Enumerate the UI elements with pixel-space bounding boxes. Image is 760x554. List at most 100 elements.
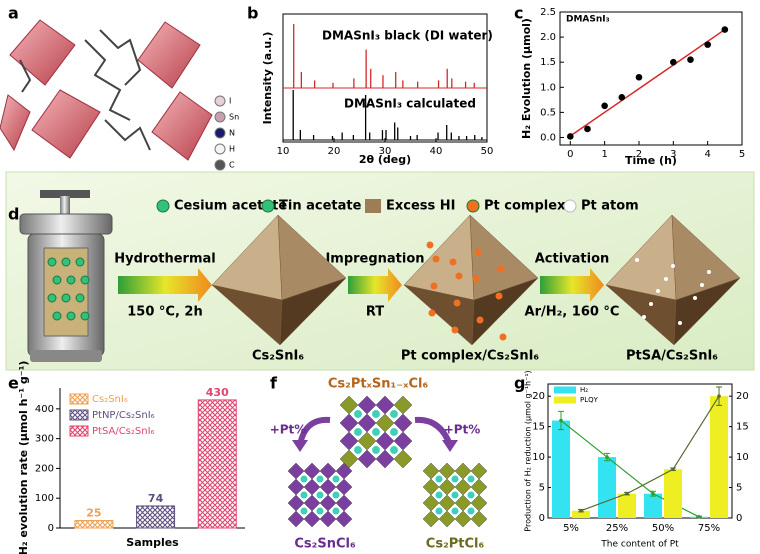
y-tick-label: 2.0 (540, 32, 556, 43)
octahedron (151, 91, 213, 161)
lattice-cs (316, 491, 324, 499)
y-tick-label: 200 (35, 463, 54, 474)
y-axis-label: H₂ evolution rate (μmol h⁻¹ g⁻¹) (17, 361, 30, 554)
legend-swatch (69, 393, 89, 405)
legend-text: PtSA/Cs₂SnI₆ (92, 426, 155, 437)
pt-complex-dot (449, 258, 457, 266)
y-tick-label: 20 (532, 391, 545, 402)
pt-complex-dot (451, 326, 459, 334)
legend-text: Pt atom (581, 199, 639, 214)
y-tick-label: 2.5 (540, 7, 556, 18)
lattice-cs (354, 410, 362, 418)
panel-a-structure (0, 19, 213, 161)
value-label: 74 (148, 492, 164, 505)
crystal-label: Cs₂SnCl₆ (294, 537, 356, 552)
trend-line (580, 395, 720, 512)
y2-tick-label: 20 (736, 391, 749, 402)
legend-text: PtNP/Cs₂SnI₆ (92, 410, 155, 421)
octahedron (0, 94, 31, 152)
lattice-cs (467, 491, 475, 499)
y-tick-label: 300 (35, 434, 54, 445)
lattice-cs (372, 410, 380, 418)
trend-marker (697, 514, 701, 519)
lattice-cs (372, 446, 380, 454)
crystal-label: Cs₂PtₓSn₁₋ₓCl₆ (328, 377, 429, 392)
crystal-label: Cs₂PtCl₆ (426, 537, 485, 552)
crystal-face (279, 277, 347, 346)
y-tick-label: 1.0 (540, 82, 556, 93)
y-tick-label: 1.5 (540, 57, 556, 68)
particle (47, 257, 57, 267)
trend-marker (671, 467, 675, 472)
pt-complex-dot (426, 241, 434, 249)
panel-letter: g (514, 374, 525, 393)
process-arrow (348, 268, 402, 302)
bar (136, 505, 176, 529)
bar (197, 399, 237, 529)
fit-line (569, 28, 726, 137)
data-point (687, 56, 694, 63)
y-axis-label: H₂ Evolution (μmol) (520, 18, 533, 139)
x-axis-label: Time (h) (625, 154, 677, 167)
particle (52, 275, 62, 285)
pt-complex-dot (432, 255, 440, 263)
particle (61, 293, 71, 303)
pt-atom-dot (671, 264, 675, 268)
lattice-octahedron (287, 510, 305, 528)
data-point (721, 26, 729, 33)
lattice-cs (390, 428, 398, 436)
particle (61, 257, 71, 267)
bar (644, 493, 662, 518)
crystal-face (673, 277, 741, 346)
pt-complex-dot (495, 292, 503, 300)
lattice-cs (354, 446, 362, 454)
particle (47, 293, 57, 303)
panel-letter: e (8, 374, 19, 393)
lattice-octahedron (422, 510, 440, 528)
y-tick-label: 400 (35, 404, 54, 415)
data-point (601, 102, 608, 110)
chart-title: DMASnI₃ (566, 15, 610, 25)
lattice-cs (467, 507, 475, 515)
bar (552, 420, 570, 518)
pt-atom-dot (693, 296, 697, 300)
octahedron (31, 89, 101, 159)
pt-complex-dot (474, 248, 482, 256)
y-axis-label: Production of H₂ reduction (μmol g⁻¹h⁻¹) (524, 370, 533, 531)
atom-label: I (229, 97, 231, 106)
pt-atom-dot (642, 315, 646, 319)
lattice-cs (390, 410, 398, 418)
x-tick-label: 50% (652, 523, 674, 534)
arrow-label: +Pt% (444, 423, 481, 437)
process-arrow (118, 268, 212, 302)
lattice-cs (435, 491, 443, 499)
lattice-cs (451, 491, 459, 499)
bar (710, 396, 728, 518)
step-condition: Ar/H₂, 160 °C (525, 305, 620, 320)
atom-key (214, 111, 226, 123)
data-point (670, 58, 677, 66)
data-point (635, 73, 643, 81)
process-arrow (540, 268, 604, 302)
atom-key (214, 143, 226, 155)
pt-atom-dot (707, 270, 711, 274)
bar (618, 493, 636, 518)
x-tick-label: 50 (481, 146, 494, 157)
bar (74, 520, 114, 529)
trend-marker (717, 394, 721, 398)
lattice-octahedron (335, 510, 353, 528)
pt-complex-dot (453, 299, 461, 307)
pt-atom-dot (635, 258, 639, 262)
pt-arrow-head (292, 440, 308, 452)
product-label: PtSA/Cs₂SnI₆ (626, 349, 718, 364)
lattice-cs (332, 507, 340, 515)
legend-text: Cesium acetate (174, 199, 287, 214)
legend-text: DMASnI₃ black (DI water) (322, 29, 493, 43)
legend-text: Pt complex (484, 199, 566, 214)
data-point (584, 125, 591, 133)
trend-marker (651, 491, 655, 496)
y-tick-label: 0 (48, 523, 54, 534)
lattice-octahedron (303, 510, 321, 528)
plot-frame (559, 11, 743, 146)
x-tick-label: 1 (601, 149, 607, 160)
